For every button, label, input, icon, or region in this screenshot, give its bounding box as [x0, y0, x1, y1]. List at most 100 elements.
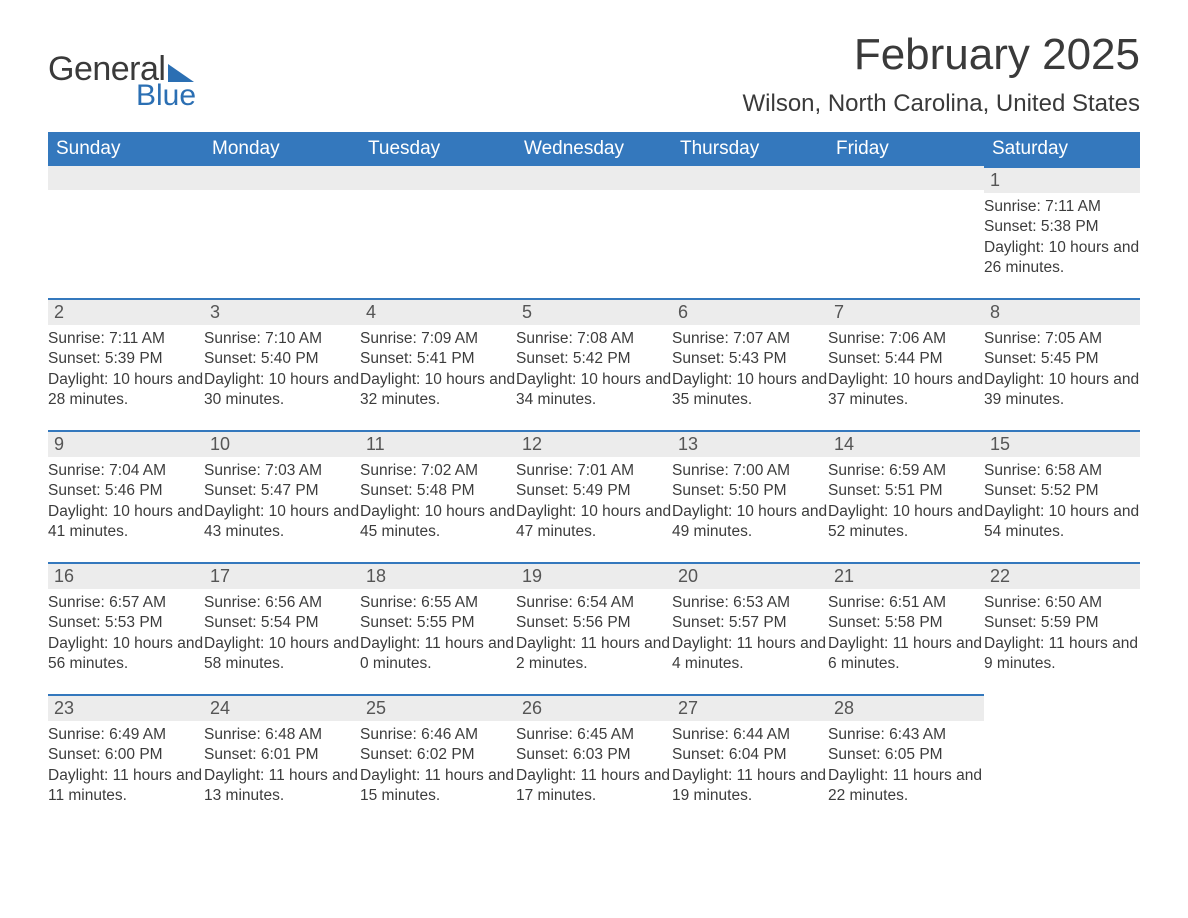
sunrise-text: Sunrise: 6:53 AM	[672, 593, 828, 613]
daylight-text: Daylight: 11 hours and 17 minutes.	[516, 766, 672, 807]
daylight-text: Daylight: 10 hours and 35 minutes.	[672, 370, 828, 411]
sunset-text: Sunset: 5:56 PM	[516, 613, 672, 633]
day-number: 10	[204, 430, 360, 457]
sunrise-text: Sunrise: 7:05 AM	[984, 329, 1140, 349]
sunrise-text: Sunrise: 6:49 AM	[48, 725, 204, 745]
day-number-blank	[48, 166, 204, 190]
day-number: 23	[48, 694, 204, 721]
calendar-cell: 23Sunrise: 6:49 AMSunset: 6:00 PMDayligh…	[48, 694, 204, 826]
sunrise-text: Sunrise: 6:56 AM	[204, 593, 360, 613]
dow-header: Friday	[828, 132, 984, 166]
location-subtitle: Wilson, North Carolina, United States	[743, 90, 1141, 118]
daylight-text: Daylight: 11 hours and 0 minutes.	[360, 634, 516, 675]
day-details: Sunrise: 6:56 AMSunset: 5:54 PMDaylight:…	[204, 589, 360, 675]
day-details: Sunrise: 7:00 AMSunset: 5:50 PMDaylight:…	[672, 457, 828, 543]
daylight-text: Daylight: 10 hours and 34 minutes.	[516, 370, 672, 411]
day-number: 1	[984, 166, 1140, 193]
calendar-cell: 1Sunrise: 7:11 AMSunset: 5:38 PMDaylight…	[984, 166, 1140, 298]
brand-logo: General Blue	[48, 50, 196, 113]
day-number: 13	[672, 430, 828, 457]
daylight-text: Daylight: 11 hours and 19 minutes.	[672, 766, 828, 807]
calendar-cell: 16Sunrise: 6:57 AMSunset: 5:53 PMDayligh…	[48, 562, 204, 694]
calendar-table: Sunday Monday Tuesday Wednesday Thursday…	[48, 132, 1140, 826]
day-details: Sunrise: 6:55 AMSunset: 5:55 PMDaylight:…	[360, 589, 516, 675]
day-details: Sunrise: 7:11 AMSunset: 5:39 PMDaylight:…	[48, 325, 204, 411]
sunrise-text: Sunrise: 7:02 AM	[360, 461, 516, 481]
sunset-text: Sunset: 5:41 PM	[360, 349, 516, 369]
day-details: Sunrise: 6:48 AMSunset: 6:01 PMDaylight:…	[204, 721, 360, 807]
sunset-text: Sunset: 5:59 PM	[984, 613, 1140, 633]
daylight-text: Daylight: 10 hours and 41 minutes.	[48, 502, 204, 543]
day-number: 15	[984, 430, 1140, 457]
day-number: 20	[672, 562, 828, 589]
calendar-cell: 19Sunrise: 6:54 AMSunset: 5:56 PMDayligh…	[516, 562, 672, 694]
daylight-text: Daylight: 10 hours and 49 minutes.	[672, 502, 828, 543]
day-number: 4	[360, 298, 516, 325]
calendar-cell: 4Sunrise: 7:09 AMSunset: 5:41 PMDaylight…	[360, 298, 516, 430]
sunset-text: Sunset: 5:42 PM	[516, 349, 672, 369]
day-number: 6	[672, 298, 828, 325]
day-details: Sunrise: 7:10 AMSunset: 5:40 PMDaylight:…	[204, 325, 360, 411]
calendar-cell: 8Sunrise: 7:05 AMSunset: 5:45 PMDaylight…	[984, 298, 1140, 430]
sunset-text: Sunset: 5:39 PM	[48, 349, 204, 369]
calendar-cell	[828, 166, 984, 298]
day-details: Sunrise: 6:43 AMSunset: 6:05 PMDaylight:…	[828, 721, 984, 807]
day-details: Sunrise: 6:54 AMSunset: 5:56 PMDaylight:…	[516, 589, 672, 675]
day-number: 8	[984, 298, 1140, 325]
day-details: Sunrise: 7:05 AMSunset: 5:45 PMDaylight:…	[984, 325, 1140, 411]
sunset-text: Sunset: 6:04 PM	[672, 745, 828, 765]
daylight-text: Daylight: 10 hours and 43 minutes.	[204, 502, 360, 543]
sunset-text: Sunset: 5:43 PM	[672, 349, 828, 369]
calendar-cell: 9Sunrise: 7:04 AMSunset: 5:46 PMDaylight…	[48, 430, 204, 562]
day-number: 21	[828, 562, 984, 589]
sunset-text: Sunset: 6:01 PM	[204, 745, 360, 765]
sunrise-text: Sunrise: 7:11 AM	[984, 197, 1140, 217]
calendar-cell	[360, 166, 516, 298]
calendar-cell: 26Sunrise: 6:45 AMSunset: 6:03 PMDayligh…	[516, 694, 672, 826]
day-number: 25	[360, 694, 516, 721]
calendar-cell: 12Sunrise: 7:01 AMSunset: 5:49 PMDayligh…	[516, 430, 672, 562]
day-details: Sunrise: 6:53 AMSunset: 5:57 PMDaylight:…	[672, 589, 828, 675]
sunrise-text: Sunrise: 7:00 AM	[672, 461, 828, 481]
sunrise-text: Sunrise: 7:08 AM	[516, 329, 672, 349]
calendar-cell: 17Sunrise: 6:56 AMSunset: 5:54 PMDayligh…	[204, 562, 360, 694]
day-number: 5	[516, 298, 672, 325]
dow-header: Monday	[204, 132, 360, 166]
title-block: February 2025 Wilson, North Carolina, Un…	[743, 30, 1141, 124]
page-title: February 2025	[743, 30, 1141, 80]
day-number: 19	[516, 562, 672, 589]
calendar-cell: 7Sunrise: 7:06 AMSunset: 5:44 PMDaylight…	[828, 298, 984, 430]
sunrise-text: Sunrise: 6:55 AM	[360, 593, 516, 613]
daylight-text: Daylight: 10 hours and 39 minutes.	[984, 370, 1140, 411]
brand-text-blue: Blue	[136, 79, 196, 113]
day-details: Sunrise: 6:50 AMSunset: 5:59 PMDaylight:…	[984, 589, 1140, 675]
sunrise-text: Sunrise: 6:57 AM	[48, 593, 204, 613]
sunset-text: Sunset: 6:03 PM	[516, 745, 672, 765]
day-number: 22	[984, 562, 1140, 589]
sunrise-text: Sunrise: 7:10 AM	[204, 329, 360, 349]
day-number: 16	[48, 562, 204, 589]
daylight-text: Daylight: 10 hours and 28 minutes.	[48, 370, 204, 411]
day-details: Sunrise: 7:01 AMSunset: 5:49 PMDaylight:…	[516, 457, 672, 543]
day-number: 12	[516, 430, 672, 457]
dow-header: Saturday	[984, 132, 1140, 166]
sunrise-text: Sunrise: 7:09 AM	[360, 329, 516, 349]
day-details: Sunrise: 6:57 AMSunset: 5:53 PMDaylight:…	[48, 589, 204, 675]
sunrise-text: Sunrise: 7:03 AM	[204, 461, 360, 481]
sunset-text: Sunset: 5:44 PM	[828, 349, 984, 369]
calendar-cell: 24Sunrise: 6:48 AMSunset: 6:01 PMDayligh…	[204, 694, 360, 826]
day-number-blank	[204, 166, 360, 190]
day-details: Sunrise: 7:03 AMSunset: 5:47 PMDaylight:…	[204, 457, 360, 543]
sunset-text: Sunset: 6:02 PM	[360, 745, 516, 765]
calendar-cell: 21Sunrise: 6:51 AMSunset: 5:58 PMDayligh…	[828, 562, 984, 694]
dow-header: Thursday	[672, 132, 828, 166]
calendar-cell	[672, 166, 828, 298]
daylight-text: Daylight: 10 hours and 26 minutes.	[984, 238, 1140, 279]
calendar-cell: 25Sunrise: 6:46 AMSunset: 6:02 PMDayligh…	[360, 694, 516, 826]
sunrise-text: Sunrise: 7:11 AM	[48, 329, 204, 349]
calendar-cell: 2Sunrise: 7:11 AMSunset: 5:39 PMDaylight…	[48, 298, 204, 430]
calendar-cell	[48, 166, 204, 298]
daylight-text: Daylight: 10 hours and 58 minutes.	[204, 634, 360, 675]
sunset-text: Sunset: 5:57 PM	[672, 613, 828, 633]
daylight-text: Daylight: 11 hours and 15 minutes.	[360, 766, 516, 807]
